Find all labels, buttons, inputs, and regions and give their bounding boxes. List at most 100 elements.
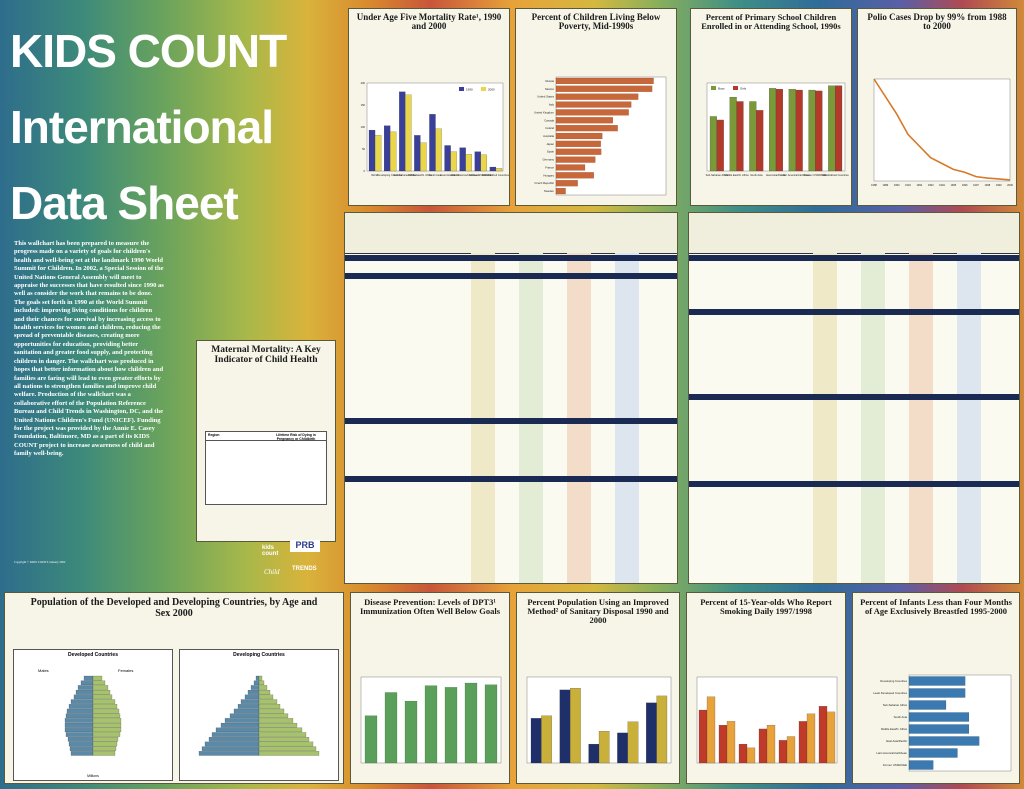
pyramid-bar-male <box>250 685 260 690</box>
u5mr-tick-label: World <box>371 173 378 177</box>
pyramid-bar-male <box>70 751 94 756</box>
school-title: Percent of Primary School Children Enrol… <box>701 12 841 31</box>
pyramid-bar-male <box>64 727 94 733</box>
pyramid-bar-female <box>92 694 113 700</box>
pop-developed-millions: Millions <box>87 774 99 778</box>
panel-maternal: Maternal Mortality: A Key Indicator of C… <box>196 340 336 542</box>
logo-kids-count: kids count <box>262 545 279 557</box>
smoke-bar <box>746 747 756 764</box>
pyramid-bar-male <box>201 746 260 751</box>
panel-breastfed: Percent of Infants Less than Four Months… <box>852 592 1020 784</box>
school-bar <box>729 96 737 172</box>
school-tick-label: Industrialized Countries <box>822 173 850 177</box>
pyramid-bar-female <box>258 708 285 714</box>
pyramid-bar-female <box>258 727 303 733</box>
poverty-tick-label: United States <box>537 95 554 99</box>
school-bar <box>775 89 783 172</box>
pyramid-bar-female <box>258 694 274 700</box>
population-title: Population of the Developed and Developi… <box>30 597 318 619</box>
poverty-chart: Russia Mexico United States Italy United Kin… <box>534 76 667 196</box>
poverty-bar <box>555 172 594 179</box>
bf-tick-label: Latin America/Caribbean <box>876 751 907 755</box>
pyramid-bar-female <box>258 718 294 723</box>
poverty-tick-label: Canada <box>544 118 554 122</box>
school-bar <box>835 85 843 172</box>
bf-tick-label: Developing Countries <box>880 679 907 683</box>
smoke-bar <box>778 740 788 764</box>
sanit-bar <box>598 731 610 764</box>
u5mr-bar <box>429 114 436 172</box>
pyramid-bar-male <box>65 732 94 737</box>
u5mr-bar <box>474 151 481 172</box>
pyramid-bar-female <box>258 699 278 704</box>
sanit-bar <box>541 715 552 764</box>
sanitation-title: Percent Population Using an Improved Met… <box>527 597 669 625</box>
pop-developing-label: Developing Countries <box>233 652 285 658</box>
pyramid-bar-male <box>224 718 260 723</box>
pyramid-bar-male <box>65 713 94 718</box>
poverty-tick-label: Czech Republic <box>534 181 554 185</box>
bf-bar <box>908 712 970 722</box>
poverty-bar <box>555 77 654 84</box>
poverty-bar <box>555 140 601 147</box>
pyramid-bar-male <box>229 713 260 718</box>
u5mr-tick-label: Developing Countries <box>377 173 403 177</box>
poverty-bar <box>555 156 596 163</box>
smoking-title: Percent of 15-Year-olds Who Report Smoki… <box>700 597 832 616</box>
immun-bar <box>384 692 398 764</box>
polio-tick-label: 1992 <box>916 183 922 187</box>
u5mr-bar <box>444 145 451 172</box>
polio-tick-label: 1995 <box>950 183 956 187</box>
u5mr-y-tick: 100 <box>361 125 366 129</box>
logo-child: Child <box>264 568 280 576</box>
bf-tick-label: Middle East/N. Africa <box>881 727 907 731</box>
immun-bar <box>484 684 498 764</box>
polio-tick-label: 1989 <box>882 183 888 187</box>
poverty-tick-label: Japan <box>546 142 554 146</box>
u5mr-bar <box>459 147 466 172</box>
poverty-bar <box>555 188 566 195</box>
pyramid-bar-male <box>211 732 260 737</box>
u5mr-bar <box>450 151 457 172</box>
pyramid-bar-male <box>233 708 260 714</box>
bf-bar <box>908 736 980 746</box>
poverty-bar <box>555 132 603 140</box>
data-table-right <box>688 212 1020 584</box>
pyramid-developed <box>64 675 122 756</box>
school-legend-swatch <box>733 86 738 90</box>
school-tick-label: Sub-Saharan Africa <box>706 173 729 177</box>
pyramid-bar-female <box>258 741 314 747</box>
bf-bar <box>908 748 958 758</box>
pyramid-bar-female <box>92 680 106 686</box>
poverty-bar <box>555 109 629 116</box>
sanit-bar <box>627 721 639 764</box>
school-bar <box>795 89 803 172</box>
pyramid-bar-male <box>67 737 94 742</box>
u5mr-bar <box>384 125 391 172</box>
school-bar <box>769 88 777 172</box>
pyramid-bar-female <box>92 741 118 747</box>
logo-trends: TRENDS <box>292 566 317 572</box>
intro-text: This wallchart has been prepared to meas… <box>14 240 164 458</box>
pyramid-bar-female <box>92 751 116 756</box>
u5mr-tick-label: South Asia <box>429 173 442 177</box>
pop-developed-males: Males <box>38 668 49 673</box>
u5mr-legend-swatch <box>459 87 464 91</box>
sanitation-chart <box>526 676 672 764</box>
u5mr-tick-label: Former USSR/CEE <box>469 173 492 177</box>
pyramid-bar-female <box>258 680 265 686</box>
pyramid-bar-male <box>66 708 94 714</box>
u5mr-bar <box>399 91 406 172</box>
pyramid-bar-male <box>70 699 94 704</box>
smoke-bar <box>818 706 828 764</box>
pyramid-bar-female <box>258 675 263 681</box>
panel-school: Percent of Primary School Children Enrol… <box>690 8 852 206</box>
smoke-bar <box>698 709 708 764</box>
poverty-bar <box>555 125 618 132</box>
polio-line <box>873 78 1011 181</box>
panel-u5mr: Under Age Five Mortality Rate¹, 1990 and… <box>348 8 510 206</box>
title-line-2: International <box>10 101 274 153</box>
pyramid-bar-male <box>215 727 260 733</box>
u5mr-tick-label: East Asia/Pacific <box>441 173 461 177</box>
